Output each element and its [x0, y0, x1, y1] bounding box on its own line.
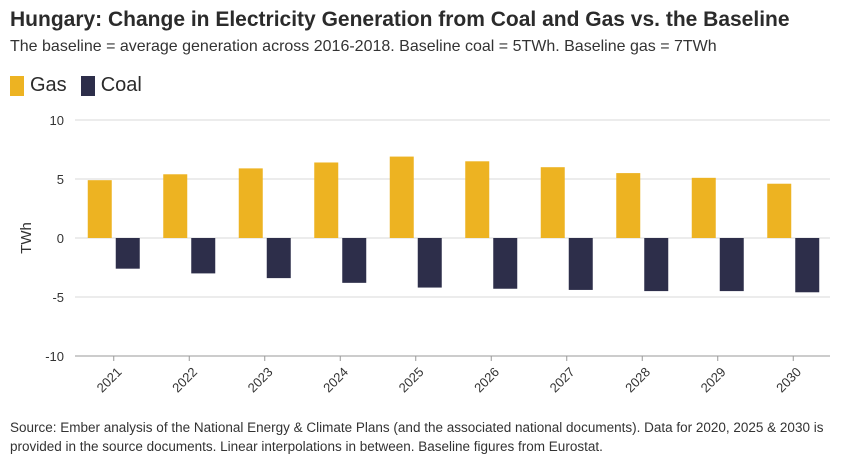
legend-item-gas: Gas: [10, 74, 67, 97]
gas-bar: [238, 168, 263, 238]
gas-bar: [314, 162, 339, 238]
x-tick-label: 2023: [245, 364, 276, 395]
y-axis-title: TWh: [18, 222, 35, 254]
coal-bar: [342, 238, 367, 283]
coal-bar: [191, 238, 216, 274]
x-tick-label: 2021: [94, 364, 125, 395]
x-tick-label: 2027: [547, 364, 578, 395]
y-tick-label: 10: [50, 113, 64, 128]
chart-title: Hungary: Change in Electricity Generatio…: [10, 8, 790, 31]
gas-bar: [465, 161, 490, 238]
x-tick-label: 2029: [698, 364, 729, 395]
coal-bar: [115, 238, 140, 269]
coal-bar: [795, 238, 820, 293]
coal-bar: [266, 238, 291, 279]
source-note: Source: Ember analysis of the National E…: [10, 420, 824, 454]
coal-bar: [644, 238, 669, 292]
x-tick-label: 2025: [396, 364, 427, 395]
legend-swatch-coal: [80, 75, 95, 96]
gas-bar: [691, 177, 716, 238]
legend-swatch-gas: [10, 75, 24, 96]
legend: Gas Coal: [10, 74, 156, 97]
bars: [87, 156, 820, 293]
coal-bar: [417, 238, 442, 288]
gas-bar: [163, 174, 188, 238]
x-tick-label: 2026: [471, 364, 502, 395]
x-tick-label: 2022: [169, 364, 200, 395]
x-tick-label: 2024: [320, 364, 351, 395]
y-tick-label: -10: [45, 349, 64, 364]
gas-bar: [767, 183, 792, 238]
gas-bar: [616, 173, 641, 238]
gas-bar: [87, 180, 112, 238]
y-tick-label: -5: [52, 290, 64, 305]
bar-chart: 10 5 0 -5 -10 TWh 2021 2022 2023 2024 2025 2026 2027…: [18, 113, 830, 395]
gridlines: [75, 119, 830, 357]
gas-bar: [540, 167, 565, 238]
y-tick-label: 5: [57, 172, 64, 187]
chart-subtitle: The baseline = average generation across…: [10, 38, 717, 55]
coal-bar: [568, 238, 593, 290]
legend-label-coal: Coal: [100, 74, 142, 96]
gas-bar: [389, 156, 414, 238]
x-tick-label: 2030: [773, 364, 804, 395]
coal-bar: [493, 238, 518, 289]
legend-label-gas: Gas: [30, 74, 67, 96]
x-tick-label: 2028: [622, 364, 653, 395]
legend-item-coal: Coal: [80, 74, 142, 97]
y-tick-label: 0: [57, 231, 64, 246]
coal-bar: [719, 238, 744, 292]
